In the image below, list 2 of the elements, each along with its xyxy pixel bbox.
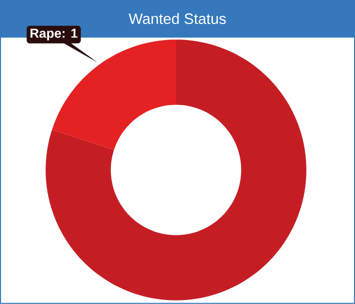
text: Rape: 1 [30, 28, 78, 40]
chart-title: Wanted Status [128, 13, 226, 24]
